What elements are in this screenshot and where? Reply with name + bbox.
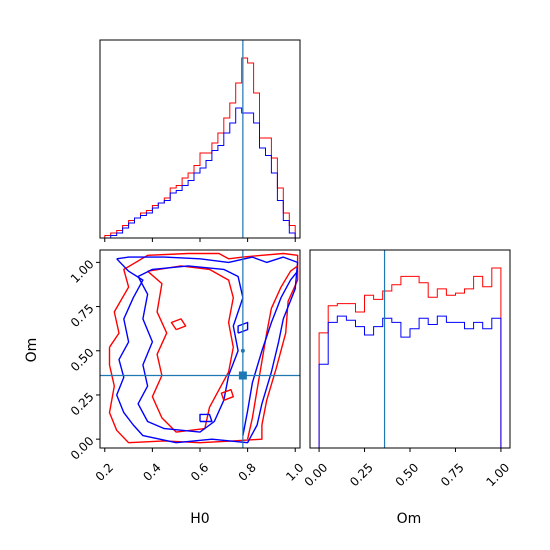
om-histogram-frame [309, 249, 511, 449]
contour-lines [108, 252, 299, 444]
om-histogram-panel: 0.00 0.25 0.50 0.75 1.00 [302, 249, 512, 489]
peak-marker [240, 348, 245, 353]
contour-blob-blue-2 [237, 321, 249, 334]
contour-inner-red [147, 265, 234, 433]
om-histogram-series-0 [310, 267, 510, 449]
x-axis-label-om: Om [397, 511, 422, 527]
h0-xtick-label-3: 0.8 [236, 460, 259, 483]
contour-blob-red-1 [170, 318, 187, 331]
om-xtick-label-0: 0.00 [302, 460, 331, 489]
om-xtick-label-3: 0.75 [438, 460, 467, 489]
om-ytick-label-2: 0.50 [68, 345, 97, 374]
contour-right-red [246, 265, 299, 440]
h0-xtick-label-2: 0.6 [188, 460, 211, 483]
contour-inner-blue [137, 265, 244, 433]
contour-outer-red [108, 252, 299, 444]
contour-blob-red-2 [220, 389, 234, 401]
h0-om-contour-panel: 0.2 0.4 0.6 0.8 1.00.000.250.500.751.00 [68, 249, 307, 484]
x-axis-label-h0: H0 [190, 511, 209, 527]
om-ytick-label-4: 1.00 [68, 257, 97, 286]
y-axis-label-om: Om [24, 338, 40, 363]
om-ytick-label-0: 0.00 [68, 434, 97, 463]
contour-blob-blue-1 [199, 413, 213, 423]
om-ytick-label-1: 0.25 [68, 390, 97, 419]
h0-xtick-label-1: 0.4 [140, 460, 163, 483]
om-xtick-label-1: 0.25 [347, 460, 376, 489]
om-xtick-label-2: 0.50 [393, 460, 422, 489]
h0-histogram-panel [99, 39, 301, 242]
truth-marker [238, 371, 247, 380]
om-histogram-series-1 [310, 315, 510, 449]
h0-histogram-series-0 [104, 57, 296, 238]
contour-outer-blue [116, 256, 299, 444]
om-ytick-label-3: 0.75 [68, 301, 97, 330]
h0-histogram-frame [99, 39, 301, 239]
contour-right-blue [242, 270, 299, 436]
h0-xtick-label-0: 0.2 [93, 460, 116, 483]
om-xtick-label-4: 1.00 [483, 460, 512, 489]
h0-histogram-series-1 [104, 107, 296, 239]
